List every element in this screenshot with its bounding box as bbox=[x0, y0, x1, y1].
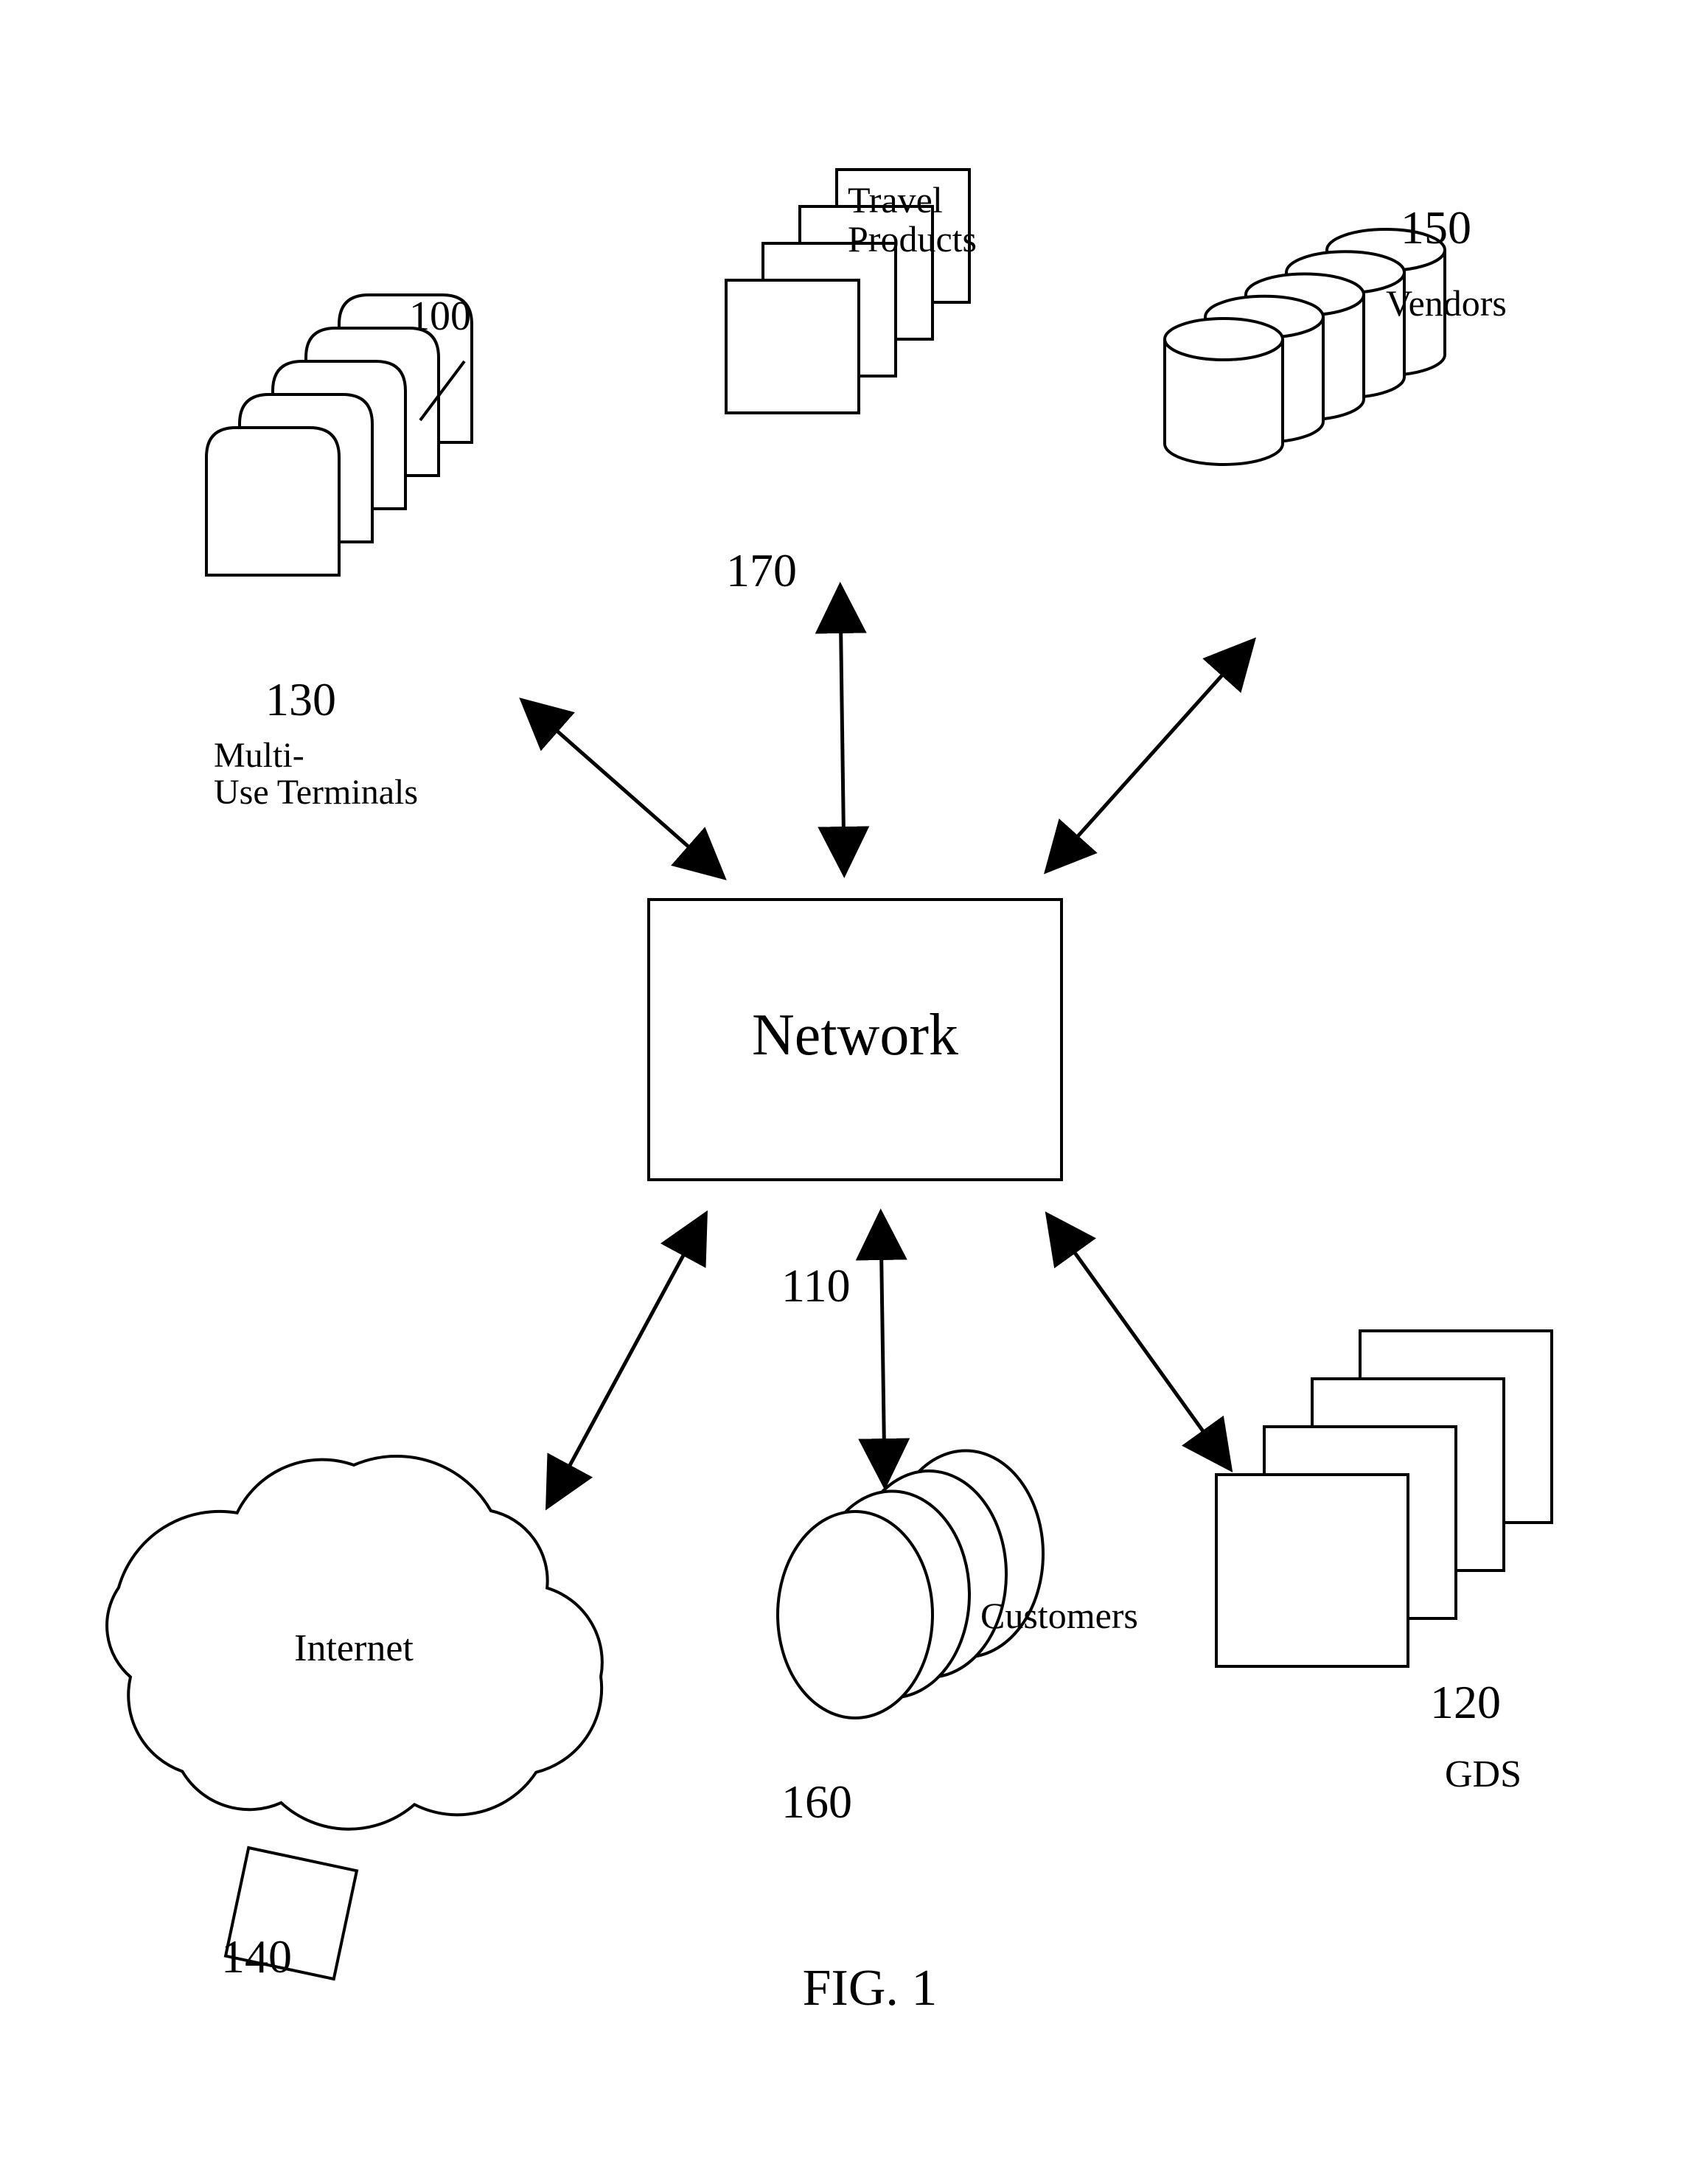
network-ref: 110 bbox=[781, 1261, 851, 1310]
system-ref: 100 bbox=[409, 295, 471, 338]
gds-ref: 120 bbox=[1430, 1677, 1501, 1727]
arrow-travel_products bbox=[840, 597, 844, 863]
arrow-gds bbox=[1054, 1224, 1224, 1460]
internet-label: Internet bbox=[265, 1629, 442, 1669]
vendors-label: Vendors bbox=[1386, 284, 1507, 323]
gds-label: GDS bbox=[1445, 1755, 1521, 1795]
svg-layer bbox=[0, 0, 1708, 2167]
travel-products-label: Travel Products bbox=[848, 181, 977, 258]
internet-ref: 140 bbox=[221, 1932, 292, 1981]
arrow-internet bbox=[553, 1224, 700, 1497]
vendors-ref: 150 bbox=[1401, 203, 1471, 252]
terminals-label: Multi- Use Terminals bbox=[214, 737, 418, 812]
terminals-ref: 130 bbox=[265, 675, 336, 724]
arrow-terminals bbox=[531, 708, 715, 870]
arrow-customers bbox=[881, 1224, 885, 1475]
diagram-stage: Network 110 130 Multi- Use Terminals Travel … bbox=[0, 0, 1708, 2167]
travel-products-ref: 170 bbox=[726, 546, 797, 595]
customers-label: Customers bbox=[980, 1596, 1138, 1635]
figure-title: FIG. 1 bbox=[737, 1961, 1003, 2016]
arrow-vendors bbox=[1054, 649, 1246, 863]
network-label: Network bbox=[649, 1004, 1062, 1066]
customers-ref: 160 bbox=[781, 1777, 852, 1826]
